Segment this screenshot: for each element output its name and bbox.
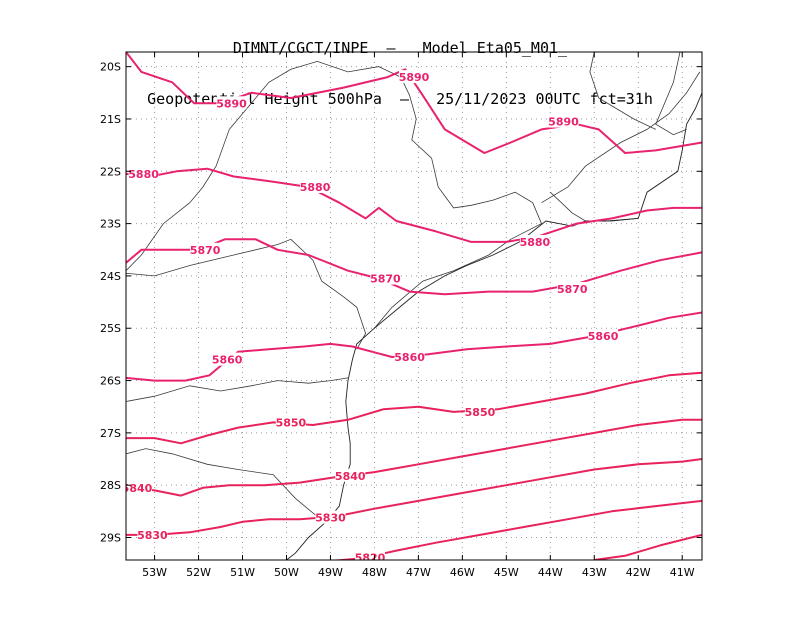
contour-label-bg [548, 114, 579, 128]
contour-line [126, 311, 702, 382]
contour-line [594, 533, 702, 560]
lat-tick-label: 21S [100, 113, 121, 126]
contour-label: 5840 [122, 482, 153, 495]
map-frame [125, 51, 703, 561]
lat-tick-label: 20S [100, 61, 121, 74]
lon-tick-label: 51W [230, 566, 255, 579]
lon-tick-label: 42W [626, 566, 651, 579]
contour-label: 5880 [520, 236, 551, 249]
contour-label: 5840 [335, 470, 366, 483]
axis-ticks: 20S 21S 22S 23S 24S 25S 26S 27S 28S 29S 53W 52W 51W 5… [100, 52, 702, 579]
state-border [126, 238, 367, 350]
contour-label-bg [355, 550, 386, 560]
contour-label: 5850 [465, 406, 496, 419]
contour-line [330, 499, 702, 560]
state-border [126, 60, 543, 329]
contour-label-bg [464, 404, 495, 418]
contour-line [126, 52, 702, 154]
lon-tick-label: 44W [538, 566, 563, 579]
contour-label: 5820 [355, 551, 386, 564]
contour-label-bg [394, 350, 425, 364]
lat-tick-label: 26S [100, 375, 121, 388]
lat-tick-label: 27S [100, 427, 121, 440]
contour-label-bg [370, 271, 401, 285]
lon-tick-label: 53W [142, 566, 167, 579]
contour-line [126, 458, 702, 536]
contour-label: 5860 [394, 351, 425, 364]
contour-label-bg [190, 242, 221, 256]
lat-tick-label: 25S [100, 322, 121, 335]
contour-label: 5860 [212, 354, 243, 367]
contour-label-bg [275, 415, 306, 429]
contour-label: 5850 [276, 416, 307, 429]
contour-line [126, 371, 702, 445]
lon-tick-label: 48W [362, 566, 387, 579]
lon-tick-label: 43W [582, 566, 607, 579]
contour-label: 5860 [588, 330, 619, 343]
state-border [126, 377, 349, 402]
contour-label: 5890 [216, 97, 247, 110]
contour-label-bg [300, 179, 331, 193]
title-line-2: Geopotential Height 500hPa – 25/11/2023 … [147, 90, 653, 108]
lon-tick-label: 46W [450, 566, 475, 579]
contour-label: 5880 [300, 181, 331, 194]
state-border [550, 191, 639, 222]
contour-label: 5870 [370, 273, 401, 286]
state-border [655, 52, 687, 136]
lat-tick-label: 28S [100, 479, 121, 492]
lon-tick-label: 41W [670, 566, 695, 579]
lat-tick-label: 22S [100, 165, 121, 178]
contour-label: 5880 [128, 168, 159, 181]
contour-label-bg [128, 166, 159, 180]
lon-tick-label: 49W [318, 566, 343, 579]
lon-tick-label: 52W [186, 566, 211, 579]
contour-label-bg [588, 329, 619, 343]
lon-tick-label: 45W [494, 566, 519, 579]
state-border [126, 448, 336, 518]
lat-tick-label: 29S [100, 532, 121, 545]
state-border [541, 71, 701, 204]
contour-label: 5830 [137, 529, 168, 542]
contour-label-bg [315, 510, 346, 524]
contour-line [126, 167, 702, 243]
lon-tick-label: 50W [274, 566, 299, 579]
state-border [589, 52, 656, 130]
political-borders [126, 52, 702, 560]
contour-label-bg [212, 352, 243, 366]
contour-label-bg [216, 96, 247, 110]
coastline [286, 92, 702, 560]
contour-label-bg [519, 234, 550, 248]
height-contours: 5890 5890 5890 5880 5880 5880 5870 5870 5870 5860… [122, 52, 702, 564]
contour-label-bg [126, 480, 152, 494]
contour-label: 5890 [399, 71, 430, 84]
lon-tick-label: 47W [406, 566, 431, 579]
contour-label: 5890 [548, 116, 579, 129]
contour-label: 5870 [557, 283, 588, 296]
contour-label-bg [557, 281, 588, 295]
contour-label: 5830 [315, 512, 346, 525]
lat-tick-label: 24S [100, 270, 121, 283]
contour-label-bg [335, 468, 366, 482]
contour-line [126, 418, 702, 497]
contour-label-bg [399, 70, 429, 84]
contour-label-bg [137, 527, 168, 541]
contour-label: 5870 [190, 244, 221, 257]
lat-tick-label: 23S [100, 218, 121, 231]
